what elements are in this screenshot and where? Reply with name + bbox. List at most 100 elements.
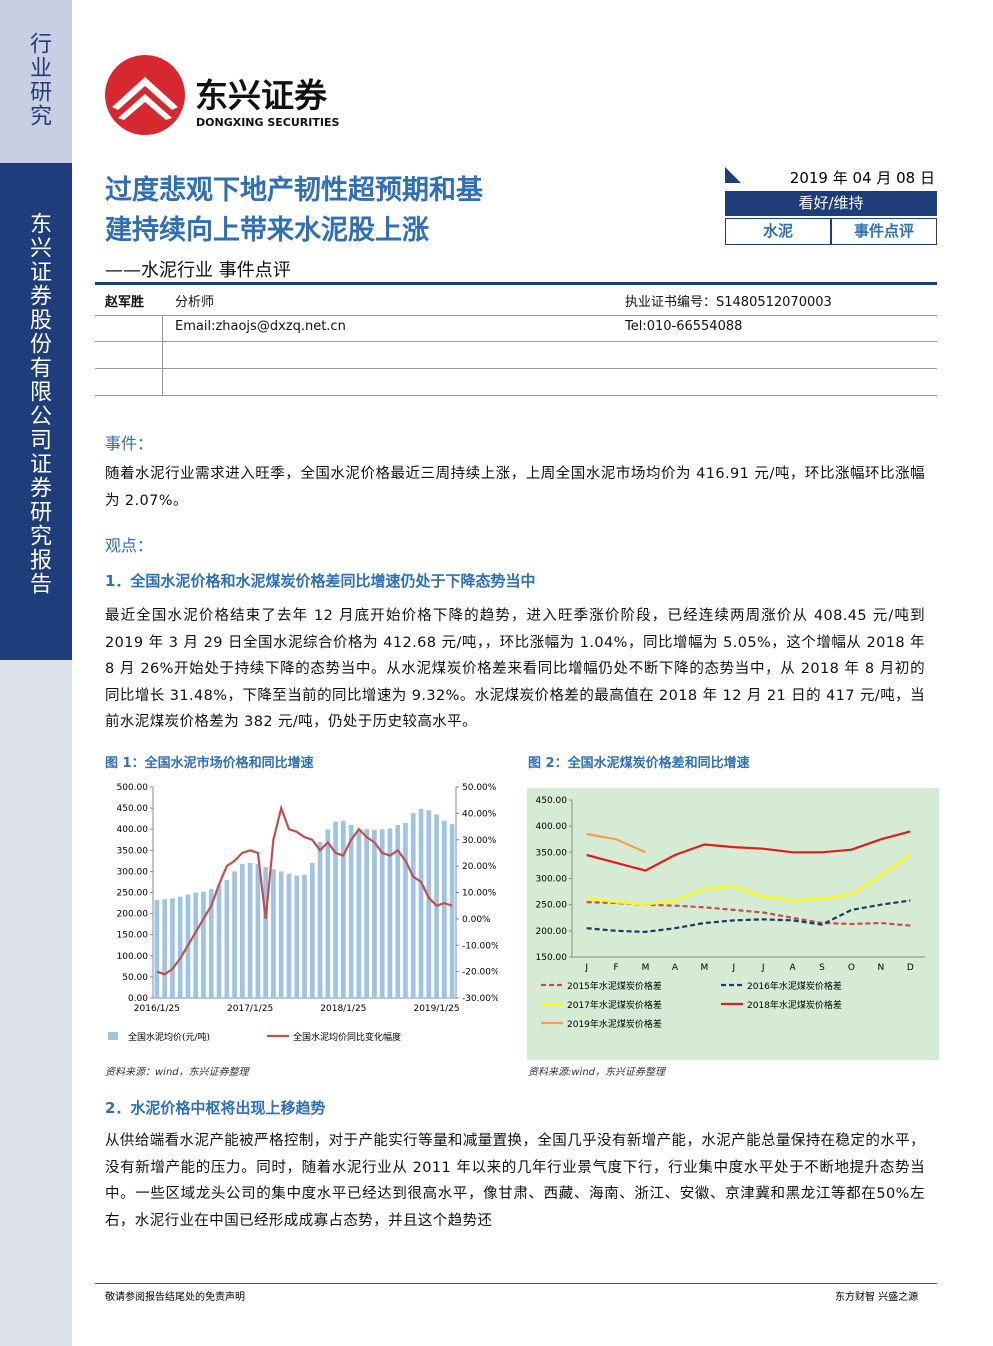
bar [348, 824, 354, 998]
line-series [586, 854, 911, 906]
y-tick-label: 100.00 [117, 952, 149, 962]
x-tick-label: N [878, 963, 885, 973]
sidebar-top [0, 0, 72, 163]
heading: 观点： [105, 536, 154, 555]
figure-title: 图 2：全国水泥煤炭价格差和同比增速 [528, 756, 750, 771]
legend-label: 2015年水泥煤炭价格差 [567, 980, 662, 992]
industry: 水泥 [725, 218, 831, 245]
y2-tick-label: 30.00% [462, 836, 497, 846]
x-tick-label: A [790, 963, 797, 973]
y-tick-label: 200.00 [536, 927, 568, 937]
y-tick-label: 300.00 [117, 867, 149, 877]
chart: 0.00 50.00 100.00 150.00 200.00 250.00 300.00 3… [108, 783, 498, 1043]
x-tick-label: M [700, 963, 708, 973]
y2-tick-label: 10.00% [462, 889, 497, 899]
bar [317, 841, 323, 998]
bar [263, 867, 268, 998]
x-tick-label: D [907, 963, 914, 973]
analyst-cert: 执业证书编号：S1480512070003 [625, 295, 832, 310]
bar [294, 875, 300, 998]
y2-tick-label: 0.00% [462, 915, 491, 925]
y-tick-label: 250.00 [117, 889, 149, 899]
legend-label: 全国水泥均价(元/吨) [128, 1031, 210, 1043]
y-tick-label: 400.00 [117, 825, 149, 835]
x-tick-label: J [761, 963, 765, 973]
x-tick-label: 2016/1/25 [134, 1004, 180, 1014]
bar [325, 829, 331, 998]
x-tick-label: O [848, 963, 855, 973]
bar [154, 900, 160, 998]
bar [193, 892, 199, 998]
bar [302, 874, 307, 998]
figure-title: 图 1：全国水泥市场价格和同比增速 [105, 756, 314, 771]
bar [278, 871, 284, 998]
bar [208, 889, 214, 998]
x-tick-label: F [614, 963, 619, 973]
bar [201, 891, 206, 998]
line-series [156, 804, 453, 976]
legend-label: 2018年水泥煤炭价格差 [747, 999, 842, 1011]
title-line: 建持续向上带来水泥股上涨 [105, 215, 429, 246]
rule [95, 282, 937, 285]
bar [309, 862, 315, 998]
rating: 看好/维持 [725, 191, 937, 216]
bar [224, 879, 230, 998]
y2-tick-label: -20.00% [462, 968, 498, 978]
bar [364, 829, 369, 998]
y-tick-label: 0.00 [128, 994, 148, 1004]
heading: 2．水泥价格中枢将出现上移趋势 [105, 1099, 326, 1117]
y-tick-label: 250.00 [536, 901, 568, 911]
figure-source: 资料来源:wind，东兴证券整理 [528, 1067, 666, 1078]
y2-tick-label: 50.00% [462, 783, 497, 793]
heading: 事件： [105, 434, 154, 453]
rule [95, 315, 937, 316]
legend-label: 全国水泥均价同比变化幅度 [293, 1031, 401, 1043]
legend-swatch [108, 1032, 118, 1040]
x-tick-label: A [672, 963, 679, 973]
y2-tick-label: -30.00% [462, 994, 498, 1004]
y-tick-label: 350.00 [536, 848, 568, 858]
title-line: 过度悲观下地产韧性超预期和基 [105, 175, 483, 206]
y2-tick-label: -10.00% [462, 941, 498, 951]
bar [333, 821, 338, 998]
y-tick-label: 400.00 [536, 822, 568, 832]
analyst-role: 分析师 [175, 295, 215, 310]
rule [95, 368, 937, 369]
line-series [586, 899, 911, 934]
paragraph: 随着水泥行业需求进入旺季，全国水泥价格最近三周持续上涨，上周全国水泥市场均价为 … [105, 466, 925, 509]
sidebar-category: 行业研究 [26, 32, 51, 128]
y2-tick-label: 40.00% [462, 809, 497, 819]
y-tick-label: 50.00 [122, 973, 148, 983]
bar [286, 873, 292, 998]
bar [372, 830, 377, 998]
paragraph: 最近全国水泥价格结束了去年 12 月底开始价格下降的趋势，进入旺季涨价阶段，已经… [105, 608, 925, 730]
disclaimer: 敬请参阅报告结尾处的免责声明 [105, 1292, 245, 1303]
report-type: 事件点评 [831, 218, 937, 245]
rule [162, 315, 163, 395]
bar [410, 813, 416, 998]
bar [162, 899, 167, 998]
bar [449, 824, 455, 998]
x-tick-label: 2017/1/25 [227, 1004, 273, 1014]
chart: 150.00 200.00 250.00 300.00 350.00 400.00 450.… [527, 788, 939, 1060]
figure-source: 资料来源：wind，东兴证券整理 [105, 1067, 249, 1078]
line-series [586, 832, 646, 854]
bar [240, 863, 245, 998]
bar [379, 829, 385, 998]
y-tick-label: 350.00 [117, 846, 149, 856]
x-tick-label: 2019/1/25 [413, 1004, 459, 1014]
bar [395, 824, 401, 998]
logo-english: DONGXING SECURITIES [196, 116, 339, 129]
analyst-email: Email:zhaojs@dxzq.net.cn [175, 319, 346, 334]
logo-name: 东兴证券 [195, 76, 328, 115]
sidebar-band [0, 163, 72, 660]
bar [271, 869, 276, 998]
bar [170, 898, 175, 998]
bar [418, 808, 424, 998]
y-tick-label: 300.00 [536, 875, 568, 885]
line-series [586, 830, 911, 872]
y-tick-label: 150.00 [117, 931, 149, 941]
x-tick-label: S [819, 963, 825, 973]
bar [216, 884, 222, 998]
